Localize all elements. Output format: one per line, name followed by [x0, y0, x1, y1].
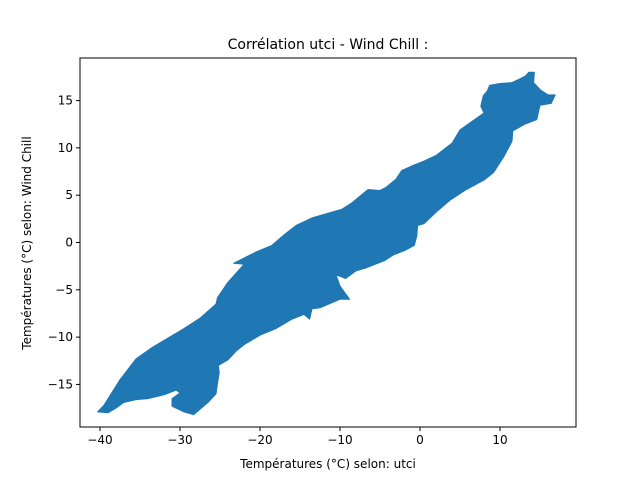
- ticks: −40 −30 −20 −10 0 10 −15 −10 −5 0 5 10 15: [48, 94, 508, 447]
- y-tick-label: 15: [58, 94, 73, 108]
- plot-area: [97, 71, 556, 416]
- x-tick-label: −40: [87, 433, 112, 447]
- x-tick-label: 0: [416, 433, 424, 447]
- x-tick-label: −10: [327, 433, 352, 447]
- x-axis-label: Températures (°C) selon: utci: [239, 457, 416, 471]
- y-tick-label: −5: [55, 283, 73, 297]
- y-tick-label: −15: [48, 377, 73, 391]
- y-tick-label: −10: [48, 330, 73, 344]
- y-tick-label: 0: [65, 236, 73, 250]
- y-axis-label: Températures (°C) selon: Wind Chill: [20, 136, 34, 350]
- x-tick-label: −20: [247, 433, 272, 447]
- axes-frame: [79, 57, 577, 428]
- x-tick-label: −30: [167, 433, 192, 447]
- x-tick-label: 10: [492, 433, 507, 447]
- y-tick-label: 5: [65, 188, 73, 202]
- chart-title: Corrélation utci - Wind Chill :: [228, 37, 429, 53]
- y-tick-label: 10: [58, 141, 73, 155]
- series-area-0: [97, 71, 556, 416]
